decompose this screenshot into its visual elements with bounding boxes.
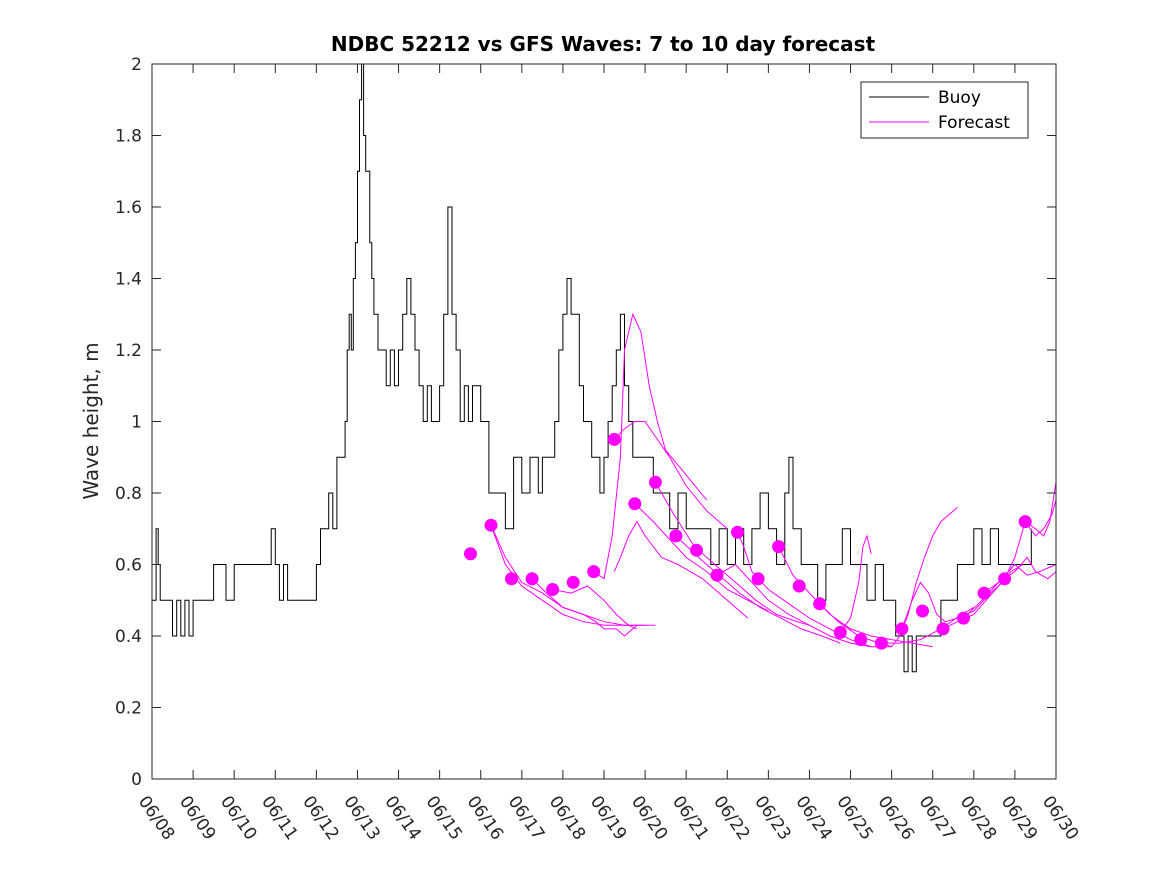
y-tick-label: 1 xyxy=(131,413,142,433)
forecast-line-6 xyxy=(613,520,749,619)
forecast-line-19 xyxy=(983,556,1057,594)
forecast-point xyxy=(998,572,1012,586)
forecast-line-16 xyxy=(901,578,1008,630)
forecast-point xyxy=(854,633,868,647)
y-tick-label: 1.8 xyxy=(115,127,142,147)
chart-title: NDBC 52212 vs GFS Waves: 7 to 10 day for… xyxy=(331,32,876,56)
forecast-point xyxy=(464,547,477,561)
forecast-point xyxy=(607,432,621,446)
y-tick-label: 0.2 xyxy=(115,699,142,719)
legend-buoy-label: Buoy xyxy=(938,88,981,108)
forecast-point xyxy=(813,597,827,611)
forecast-line-20 xyxy=(1004,482,1057,580)
forecast-line-8 xyxy=(654,482,810,626)
forecast-line-18 xyxy=(963,563,1057,619)
y-tick-label: 1.6 xyxy=(115,198,142,218)
forecast-line-4 xyxy=(593,312,708,580)
forecast-line-9 xyxy=(675,535,841,644)
forecast-point xyxy=(957,611,970,625)
forecast-line-21 xyxy=(1024,499,1057,537)
forecast-line-17 xyxy=(942,564,1024,630)
forecast-point xyxy=(977,586,991,600)
forecast-point xyxy=(936,622,950,636)
forecast-point xyxy=(505,572,518,586)
forecast-line-15 xyxy=(881,506,958,648)
forecast-point xyxy=(916,604,929,618)
y-tick-label: 0.6 xyxy=(115,556,142,576)
forecast-point xyxy=(751,572,765,586)
forecast-point xyxy=(525,572,539,586)
legend: Buoy Forecast xyxy=(860,81,1029,139)
y-tick-label: 0 xyxy=(131,770,142,790)
y-axis-label: Wave height, m xyxy=(79,342,103,499)
y-tick-label: 0.8 xyxy=(115,484,142,504)
plot-area xyxy=(152,63,1057,673)
legend-box xyxy=(860,81,1029,139)
forecast-line-5 xyxy=(613,421,728,530)
y-tick-labels: 0 0.2 0.4 0.6 0.8 1 1.2 1.4 1.6 1.8 2 xyxy=(115,55,142,790)
forecast-point xyxy=(710,568,724,582)
axis-ticks xyxy=(151,63,1057,780)
legend-forecast-label: Forecast xyxy=(938,113,1010,133)
y-tick-label: 1.4 xyxy=(115,270,142,290)
y-tick-label: 0.4 xyxy=(115,627,142,647)
y-tick-label: 1.2 xyxy=(115,341,142,361)
forecast-point xyxy=(772,540,786,554)
forecast-point xyxy=(484,518,498,532)
y-tick-label: 2 xyxy=(131,55,142,75)
forecast-point xyxy=(895,622,909,636)
forecast-point xyxy=(833,625,847,639)
forecast-line-10 xyxy=(716,563,872,648)
forecast-point xyxy=(792,579,806,593)
forecast-point xyxy=(874,636,888,650)
forecast-point xyxy=(690,543,703,557)
forecast-point xyxy=(546,583,560,596)
forecast-point xyxy=(566,575,580,589)
buoy-series-line xyxy=(152,63,1032,673)
forecast-line-3 xyxy=(552,585,638,630)
forecast-point xyxy=(669,529,683,543)
forecast-line-1 xyxy=(490,525,646,626)
forecast-point xyxy=(628,497,642,511)
forecast-point xyxy=(1018,515,1032,529)
forecast-point xyxy=(587,565,601,579)
forecast-point xyxy=(731,525,744,539)
forecast-line-2 xyxy=(531,578,638,637)
forecast-line-14 xyxy=(839,534,872,633)
forecast-line-7 xyxy=(634,503,769,612)
forecast-point xyxy=(648,475,662,489)
